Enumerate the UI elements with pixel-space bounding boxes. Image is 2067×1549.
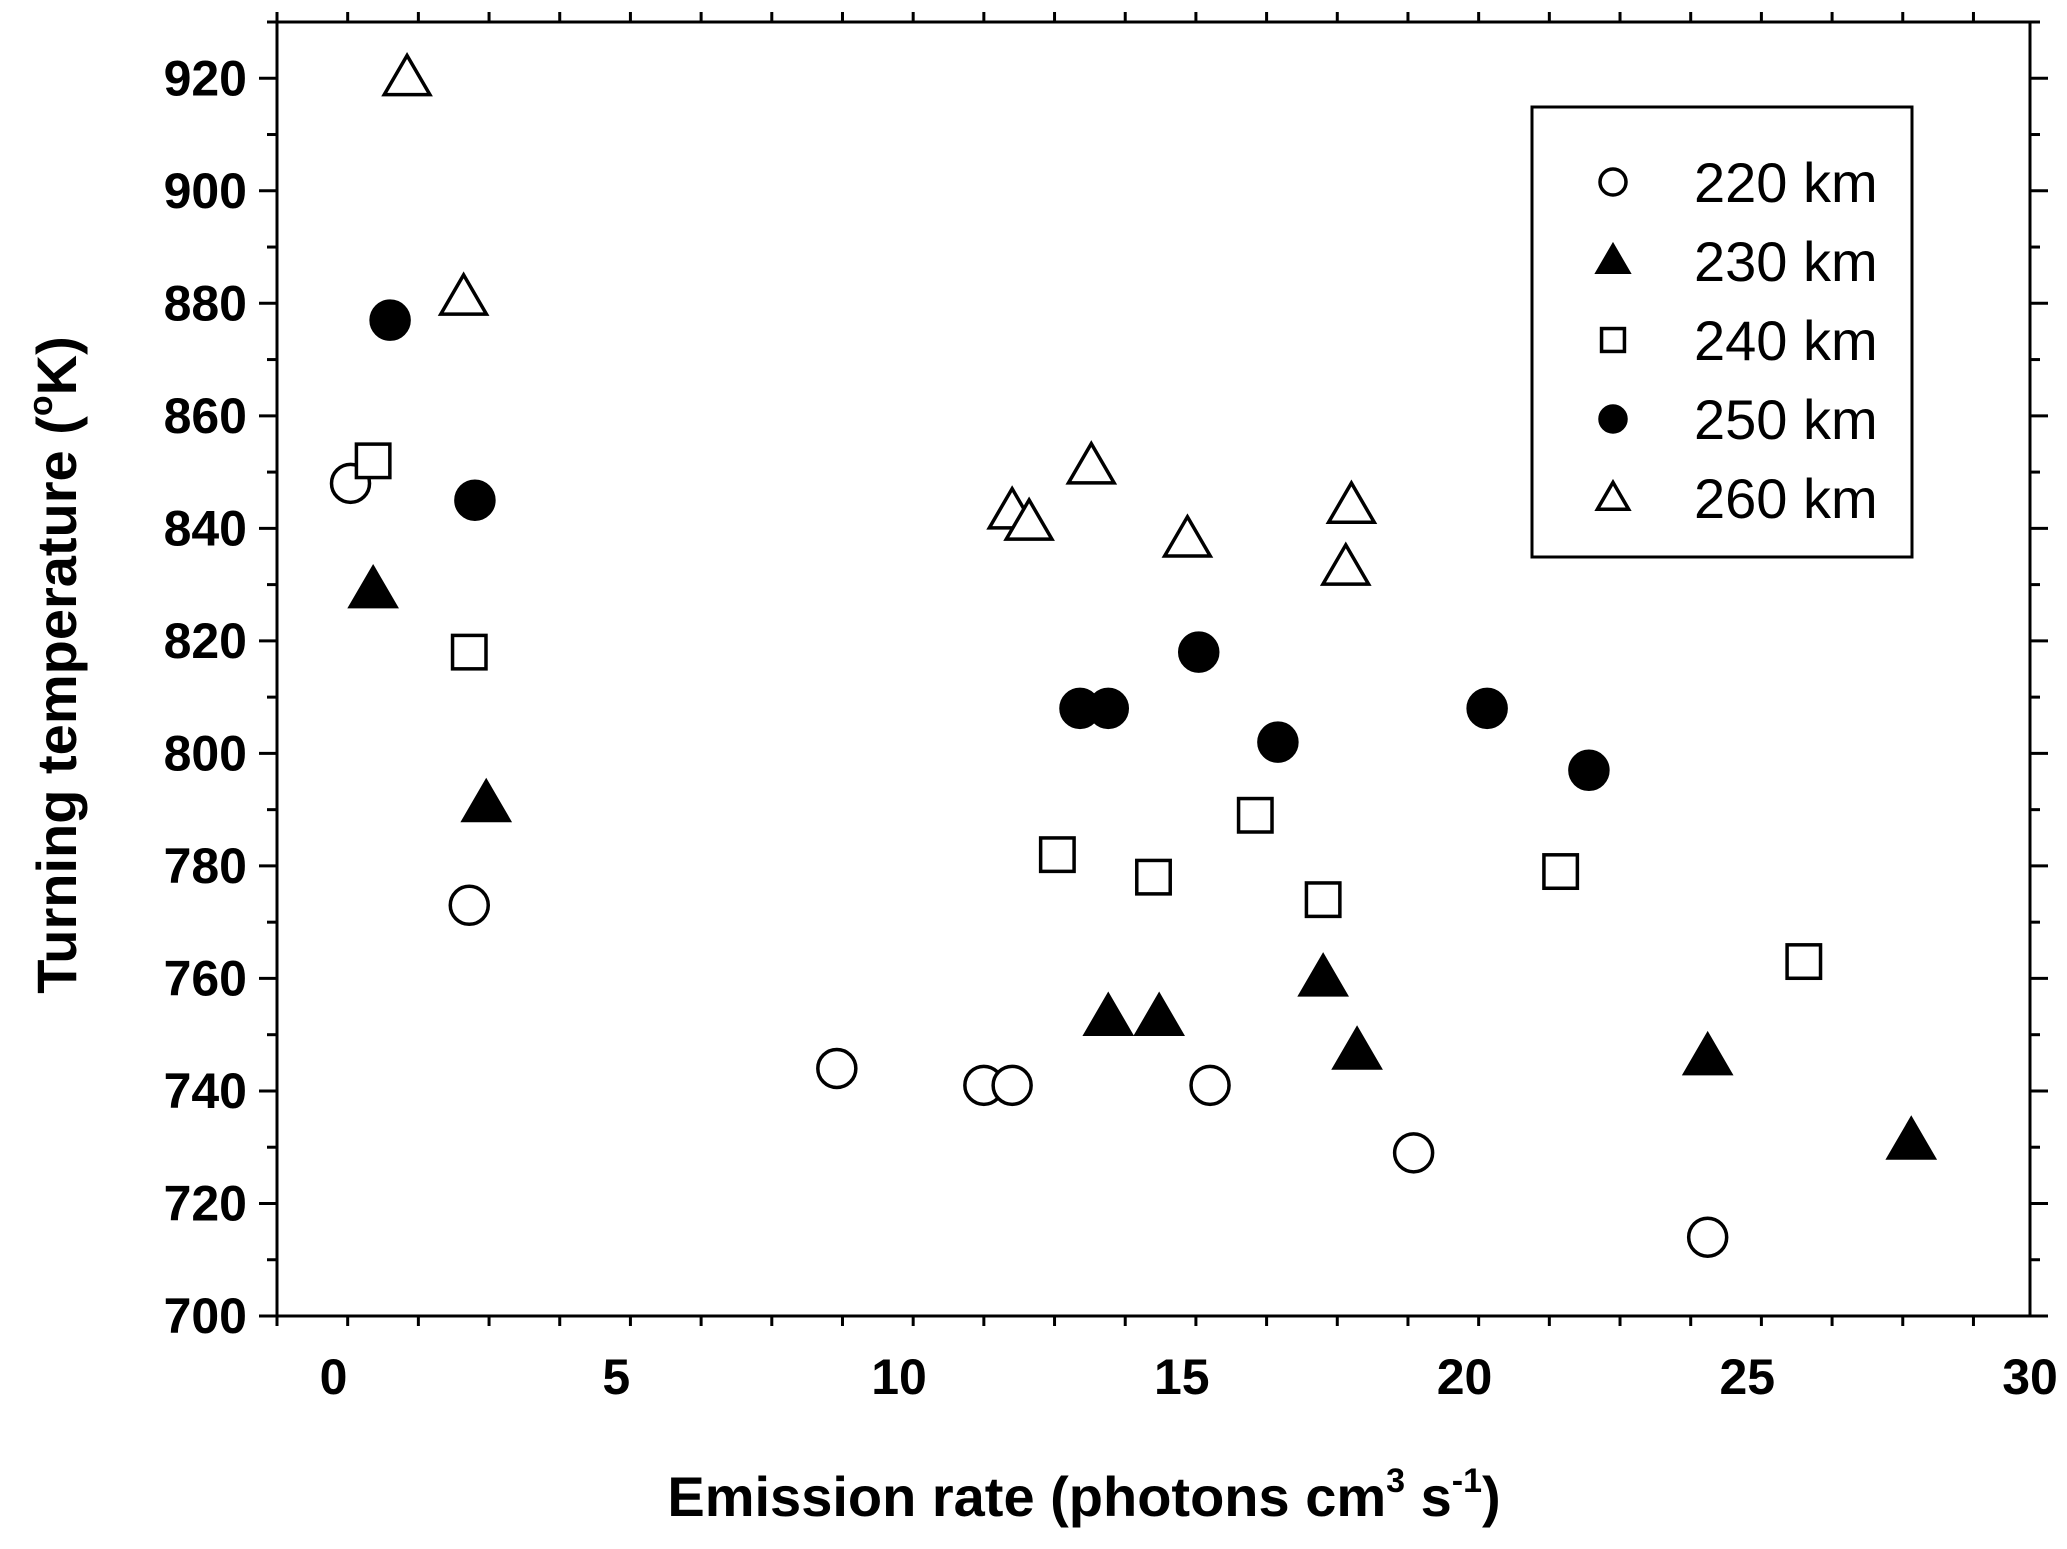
y-tick-label: 780: [164, 838, 247, 894]
data-point: [1003, 496, 1055, 541]
y-tick-label: 820: [164, 613, 247, 669]
series-3: [369, 299, 1610, 792]
y-tick-label: 860: [164, 388, 247, 444]
ticks-layer: 0 5 10 15 20 25 30 700 720 740 760 780 800 820 840 860 8…: [164, 12, 2058, 1405]
x-axis-title-main: Emission rate (photons cm: [667, 1465, 1386, 1528]
data-point: [347, 563, 399, 609]
series-0: [329, 462, 1729, 1258]
data-point: [369, 299, 411, 341]
y-axis-title-end: K): [25, 336, 88, 395]
data-point: [1331, 1025, 1383, 1070]
data-point: [991, 1064, 1033, 1107]
y-tick-label: 880: [164, 275, 247, 331]
y-tick-label: 740: [164, 1063, 247, 1119]
data-point: [816, 1047, 858, 1090]
y-axis-title-main: Turning temperature (: [25, 416, 88, 994]
y-tick-label: 700: [164, 1288, 247, 1344]
data-point: [1087, 687, 1130, 730]
data-point: [1304, 881, 1342, 919]
data-point: [1392, 1132, 1435, 1174]
y-tick-label: 800: [164, 725, 247, 781]
data-point: [450, 633, 488, 671]
data-point: [1542, 853, 1580, 891]
data-point: [1161, 513, 1214, 558]
data-point: [1133, 991, 1185, 1036]
data-point: [1681, 1030, 1734, 1076]
plot-frame: [275, 20, 2032, 1318]
x-tick-label: 25: [1719, 1349, 1775, 1405]
x-tick-label: 20: [1437, 1349, 1493, 1405]
legend-marker: [1598, 404, 1628, 434]
data-point: [1236, 796, 1274, 834]
legend-box: [1530, 105, 1914, 559]
data-point: [1189, 1064, 1231, 1107]
data-point: [1297, 952, 1349, 997]
y-axis-title-sup: o: [22, 395, 60, 416]
y-tick-label: 920: [164, 50, 247, 106]
legend-label: 260 km: [1694, 467, 1878, 530]
data-point: [1177, 631, 1220, 673]
x-axis-title-mid: s: [1405, 1465, 1452, 1528]
y-tick-label: 760: [164, 950, 247, 1006]
x-axis-title-sup1: 3: [1386, 1462, 1405, 1500]
axes-layer: [275, 20, 2032, 1318]
x-axis-title: Emission rate (photons cm3 s-1): [667, 1462, 1500, 1528]
data-point: [437, 271, 490, 316]
x-tick-label: 5: [602, 1349, 630, 1405]
data-point: [354, 442, 392, 480]
data-point: [381, 51, 433, 97]
series-2: [354, 442, 1823, 981]
data-point: [1135, 858, 1172, 896]
series-1: [347, 563, 1938, 1160]
legend-marker: [1594, 478, 1632, 511]
x-tick-label: 0: [320, 1349, 348, 1405]
legend-label: 240 km: [1694, 309, 1878, 372]
legend-marker: [1599, 326, 1627, 354]
legend-label: 220 km: [1694, 151, 1878, 214]
data-point: [1466, 687, 1508, 730]
data-point: [1038, 836, 1076, 874]
data-point: [1885, 1115, 1938, 1160]
data-point: [448, 884, 491, 927]
data-point: [1319, 541, 1372, 586]
legend-marker: [1594, 241, 1632, 274]
data-point: [1568, 749, 1610, 792]
x-axis-title-sup2: -1: [1452, 1462, 1482, 1500]
data-point: [460, 777, 513, 823]
x-tick-label: 10: [871, 1349, 927, 1405]
x-tick-label: 15: [1154, 1349, 1210, 1405]
legend: 220 km 230 km 240 km 250 km 260 km: [1530, 105, 1914, 559]
legend-label: 230 km: [1694, 230, 1878, 293]
legend-label: 250 km: [1694, 388, 1878, 451]
data-point: [1686, 1216, 1729, 1258]
data-point: [1082, 991, 1135, 1036]
y-axis-title: Turning temperature (oK): [22, 336, 88, 994]
data-point: [454, 479, 496, 521]
points-layer: [329, 51, 1938, 1258]
y-tick-label: 720: [164, 1175, 247, 1231]
y-tick-label: 840: [164, 500, 247, 556]
x-tick-label: 30: [2002, 1349, 2058, 1405]
y-tick-label: 900: [164, 163, 247, 219]
data-point: [1065, 440, 1118, 485]
series-4: [381, 51, 1378, 586]
legend-marker: [1598, 167, 1628, 197]
data-point: [1325, 479, 1378, 525]
data-point: [1257, 721, 1299, 763]
data-point: [1785, 943, 1823, 981]
x-axis-title-end: ): [1482, 1465, 1501, 1528]
